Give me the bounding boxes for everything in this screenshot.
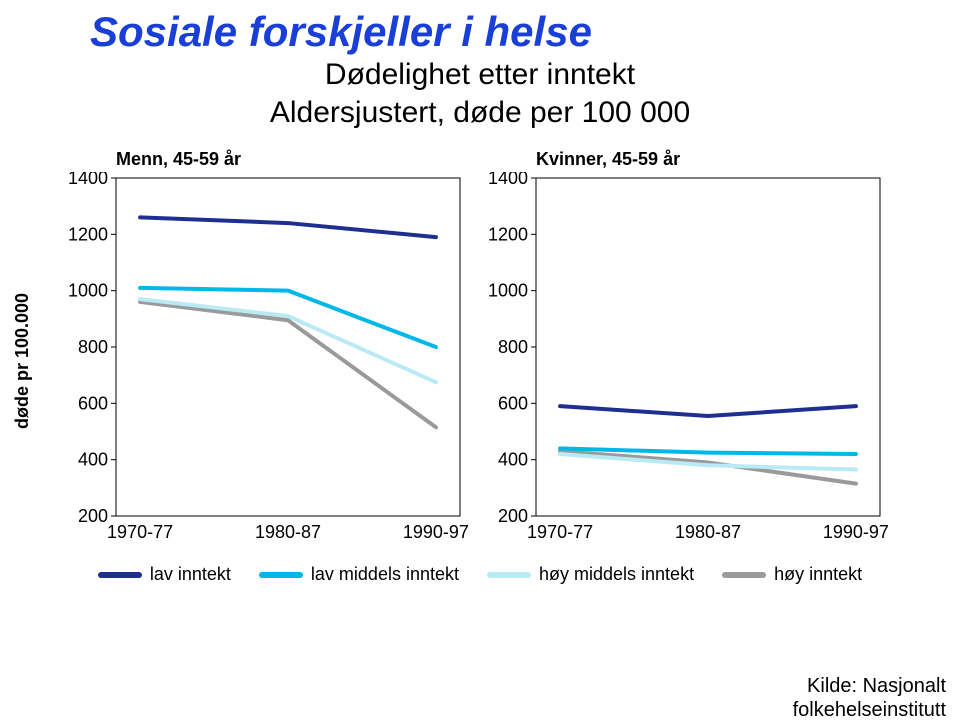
svg-text:800: 800 <box>78 337 108 357</box>
chart-kvinner: Kvinner, 45-59 år 200 400 600 800 1000 1200 14… <box>480 149 900 542</box>
legend: lav inntekt lav middels inntekt høy middel… <box>0 564 960 585</box>
legend-swatch <box>722 572 766 578</box>
y-axis-label: døde pr 100.000 <box>12 293 33 429</box>
legend-label: lav inntekt <box>150 564 231 585</box>
svg-text:400: 400 <box>78 450 108 470</box>
svg-text:600: 600 <box>498 393 528 413</box>
chart-menn: Menn, 45-59 år 200 400 600 800 1000 1200 1400 1… <box>60 149 480 542</box>
svg-text:1970-77: 1970-77 <box>107 522 173 542</box>
svg-text:600: 600 <box>78 393 108 413</box>
legend-item-hoymid: høy middels inntekt <box>487 564 694 585</box>
svg-text:200: 200 <box>78 506 108 526</box>
svg-text:1990-97: 1990-97 <box>823 522 889 542</box>
svg-text:1000: 1000 <box>68 281 108 301</box>
svg-text:1400: 1400 <box>488 172 528 188</box>
svg-text:1970-77: 1970-77 <box>527 522 593 542</box>
source-credit: Kilde: Nasjonalt folkehelseinstitutt <box>793 674 946 722</box>
legend-item-hoy: høy inntekt <box>722 564 862 585</box>
svg-text:1200: 1200 <box>488 224 528 244</box>
chart-menn-svg: 200 400 600 800 1000 1200 1400 1970-77 1980-87 19… <box>60 172 480 542</box>
legend-label: lav middels inntekt <box>311 564 459 585</box>
legend-label: høy middels inntekt <box>539 564 694 585</box>
subtitle-line1: Dødelighet etter inntekt <box>0 56 960 94</box>
legend-label: høy inntekt <box>774 564 862 585</box>
source-line2: folkehelseinstitutt <box>793 698 946 722</box>
title-text: Sosiale forskjeller i helse <box>90 8 592 55</box>
source-line1: Kilde: Nasjonalt <box>793 674 946 698</box>
svg-text:1200: 1200 <box>68 224 108 244</box>
charts-row: døde pr 100.000 Menn, 45-59 år 200 400 600… <box>0 149 960 542</box>
chart-menn-title: Menn, 45-59 år <box>60 149 241 170</box>
svg-text:800: 800 <box>498 337 528 357</box>
legend-swatch <box>98 572 142 578</box>
legend-swatch <box>259 572 303 578</box>
page-title: Sosiale forskjeller i helse <box>0 0 960 56</box>
svg-text:1400: 1400 <box>68 172 108 188</box>
subtitle-line2: Aldersjustert, døde per 100 000 <box>0 94 960 132</box>
svg-text:1990-97: 1990-97 <box>403 522 469 542</box>
legend-swatch <box>487 572 531 578</box>
svg-text:400: 400 <box>498 450 528 470</box>
chart-kvinner-title: Kvinner, 45-59 år <box>480 149 680 170</box>
subtitle: Dødelighet etter inntekt Aldersjustert, … <box>0 56 960 131</box>
chart-kvinner-svg: 200 400 600 800 1000 1200 1400 1970-77 1980-87 19… <box>480 172 900 542</box>
svg-text:200: 200 <box>498 506 528 526</box>
svg-text:1980-87: 1980-87 <box>255 522 321 542</box>
svg-text:1980-87: 1980-87 <box>675 522 741 542</box>
legend-item-lavmid: lav middels inntekt <box>259 564 459 585</box>
legend-item-lav: lav inntekt <box>98 564 231 585</box>
svg-text:1000: 1000 <box>488 281 528 301</box>
